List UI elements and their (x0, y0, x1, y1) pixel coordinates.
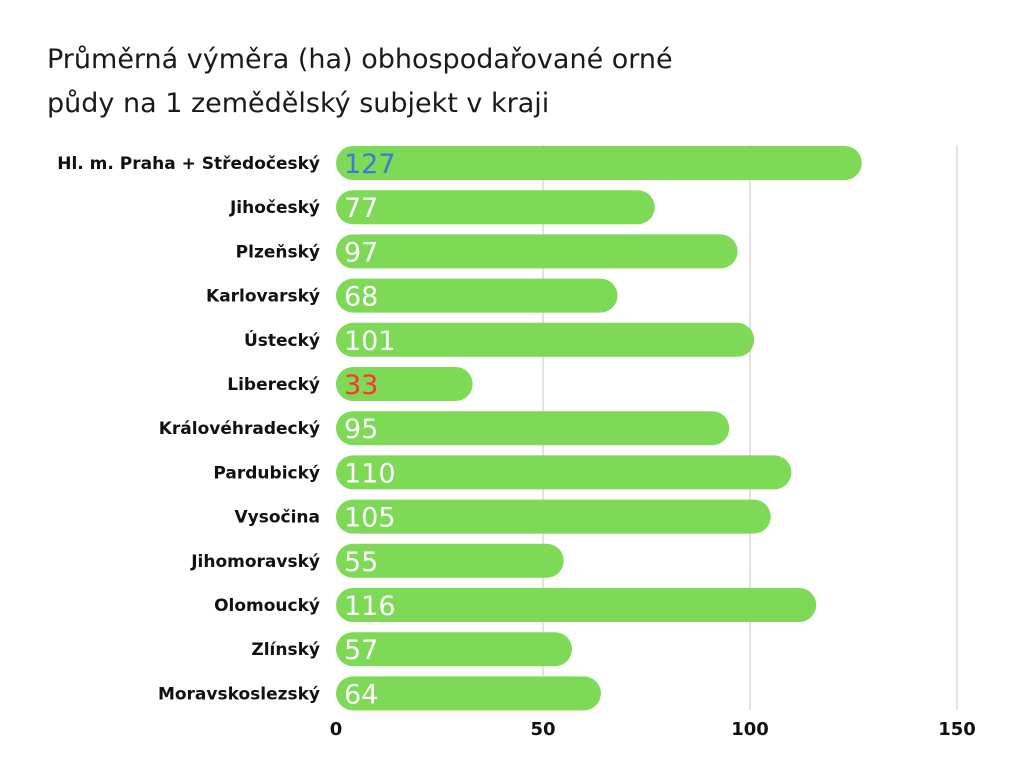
category-label: Plzeňský (236, 242, 320, 262)
x-tick-label: 100 (731, 719, 769, 740)
x-tick-label: 150 (938, 719, 976, 740)
category-label: Olomoucký (214, 596, 320, 616)
category-label: Vysočina (234, 508, 320, 528)
category-label: Karlovarský (206, 287, 320, 307)
bar (336, 676, 601, 711)
bar (336, 190, 655, 225)
bar (336, 588, 817, 622)
value-label: 77 (344, 193, 378, 224)
bar (336, 543, 564, 578)
category-label: Liberecký (227, 375, 320, 395)
value-label: 64 (344, 679, 378, 710)
bar (336, 146, 862, 180)
category-label: Královéhradecký (159, 419, 320, 439)
category-label: Jihočeský (229, 198, 320, 218)
bars (336, 146, 862, 711)
bar (336, 411, 730, 446)
x-tick-label: 50 (530, 719, 555, 740)
category-label: Pardubický (213, 463, 320, 483)
value-label: 105 (344, 503, 396, 534)
category-label: Ústecký (244, 329, 320, 351)
value-label: 127 (344, 149, 396, 180)
value-label: 55 (344, 547, 378, 578)
bar (336, 455, 792, 490)
category-label: Moravskoslezský (158, 684, 320, 704)
value-label: 95 (344, 414, 378, 445)
bar (336, 499, 771, 534)
bar (336, 234, 738, 269)
bar (336, 367, 473, 401)
chart-title: Průměrná výměra (ha) obhospodařované orn… (47, 38, 807, 126)
category-labels: Hl. m. Praha + Středočeský Jihočeský Plzeň… (57, 154, 320, 704)
chart-title-line-2: půdy na 1 zemědělský subjekt v kraji (47, 88, 550, 119)
category-label: Zlínský (251, 640, 320, 660)
x-axis-tick-labels: 0 50 100 150 (330, 719, 976, 740)
value-label: 33 (344, 370, 378, 401)
bar (336, 632, 572, 667)
value-label: 101 (344, 326, 396, 357)
x-tick-label: 0 (330, 719, 343, 740)
value-label: 57 (344, 635, 378, 666)
chart-title-line-1: Průměrná výměra (ha) obhospodařované orn… (47, 44, 673, 75)
value-label: 116 (344, 591, 396, 622)
category-label: Hl. m. Praha + Středočeský (57, 154, 320, 174)
value-label: 97 (344, 237, 378, 268)
value-label: 68 (344, 282, 378, 313)
value-labels: 127 77 97 68 101 33 95 110 105 55 116 57 64 (344, 149, 396, 710)
bar (336, 278, 618, 313)
value-label: 110 (344, 458, 396, 489)
category-label: Jihomoravský (190, 552, 320, 572)
bar (336, 322, 755, 357)
